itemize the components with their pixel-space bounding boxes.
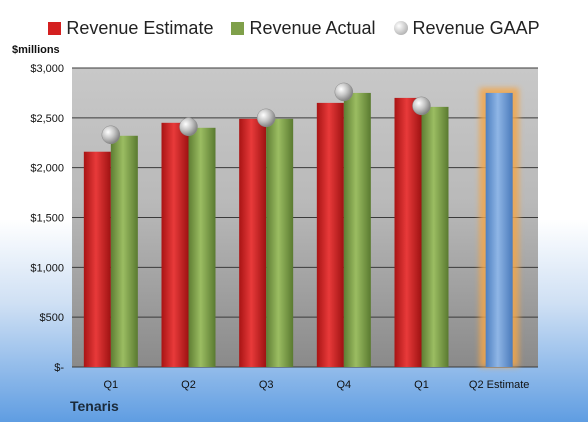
bar-revenue-estimate	[316, 102, 344, 367]
legend-item-actual: Revenue Actual	[231, 17, 376, 39]
bar-revenue-estimate	[83, 151, 111, 367]
y-tick-label: $2,000	[30, 163, 64, 175]
bar-forecast	[485, 92, 513, 368]
point-revenue-gaap	[179, 117, 198, 137]
bar-revenue-actual	[188, 127, 216, 367]
legend-swatch-gaap	[393, 21, 408, 35]
bar-revenue-estimate	[394, 97, 422, 368]
legend-label-actual: Revenue Actual	[249, 17, 376, 38]
bar-revenue-actual	[110, 135, 138, 367]
y-tick-label: $1,500	[30, 213, 64, 225]
point-revenue-gaap	[101, 125, 121, 145]
y-tick-label: $500	[40, 312, 64, 324]
chart-legend: Revenue Estimate Revenue Actual Revenue …	[0, 14, 588, 42]
point-revenue-gaap	[412, 96, 431, 116]
legend-label-estimate: Revenue Estimate	[66, 17, 214, 38]
bar-revenue-estimate	[161, 122, 189, 367]
bar-revenue-estimate	[239, 118, 267, 367]
legend-label-gaap: Revenue GAAP	[412, 17, 540, 38]
y-tick-label: $-	[54, 362, 64, 374]
legend-item-gaap: Revenue GAAP	[393, 17, 540, 39]
x-tick-label: Q1	[414, 379, 429, 391]
x-tick-label: Q1	[103, 379, 118, 391]
y-tick-label: $3,000	[30, 63, 64, 75]
legend-swatch-estimate	[48, 21, 62, 35]
legend-item-estimate: Revenue Estimate	[48, 18, 213, 39]
y-tick-label: $2,500	[30, 113, 64, 125]
legend-swatch-actual	[231, 21, 245, 35]
point-revenue-gaap	[256, 108, 276, 128]
bar-revenue-actual	[343, 92, 371, 368]
bar-revenue-actual	[266, 118, 294, 367]
y-axis-unit-label: $millions	[12, 44, 60, 56]
x-tick-label: Q4	[336, 379, 351, 391]
x-tick-label: Q3	[259, 379, 274, 391]
x-tick-label: Q2 Estimate	[469, 379, 530, 391]
point-revenue-gaap	[334, 82, 354, 102]
x-tick-label: Q2	[181, 379, 196, 391]
y-tick-label: $1,000	[30, 262, 64, 274]
bar-revenue-actual	[421, 106, 449, 368]
company-name: Tenaris	[70, 398, 119, 414]
